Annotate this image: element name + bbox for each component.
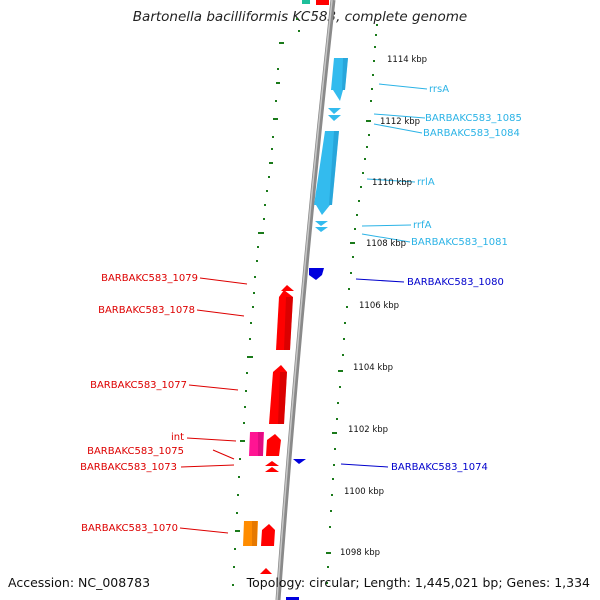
gene-label: BARBAKC583_1075 <box>87 446 184 457</box>
gene-rrfA <box>315 221 328 226</box>
rna-shading <box>329 58 348 205</box>
gene-label: BARBAKC583_1070 <box>81 523 178 534</box>
gene-top-red <box>316 0 329 5</box>
forward-cds <box>260 285 294 574</box>
gene-label: int <box>171 432 184 443</box>
gene-label: BARBAKC583_1081 <box>411 237 508 248</box>
leader-lines-right <box>340 83 428 468</box>
gene-label: rrsA <box>429 84 449 95</box>
gene-labels-right: rrsA BARBAKC583_1085 BARBAKC583_1084 rrlA rr… <box>391 84 522 473</box>
leader-lines-left <box>179 277 248 534</box>
gene-labels-left: BARBAKC583_1079 BARBAKC583_1078 BARBAKC583… <box>80 273 198 534</box>
gc-track-left <box>232 18 300 586</box>
tick-label: 1112 kbp <box>380 117 420 127</box>
gene-barbakc583-1077 <box>269 365 287 424</box>
gene-barbakc583-1081 <box>315 227 328 232</box>
accession-text: Accession: NC_008783 <box>8 575 151 590</box>
gene-label: BARBAKC583_1074 <box>391 462 488 473</box>
gene-top-teal <box>302 0 310 4</box>
tick-label: 1098 kbp <box>340 548 380 558</box>
gene-int <box>249 432 264 456</box>
gene-label: BARBAKC583_1085 <box>425 113 522 124</box>
gene-barbakc583-1075 <box>266 434 281 456</box>
gene-barbakc583-1085 <box>328 108 341 114</box>
gene-rrlA <box>314 131 339 215</box>
map-title: Bartonella bacilliformis KC583, complete… <box>132 9 468 25</box>
gene-label: BARBAKC583_1084 <box>423 128 520 139</box>
gene-label: BARBAKC583_1073 <box>80 462 177 473</box>
gene-barbakc583-1073a <box>265 461 279 466</box>
genome-backbone <box>275 0 336 600</box>
genome-backbone-highlight <box>276 0 333 600</box>
tick-label: 1102 kbp <box>348 425 388 435</box>
gene-bottom-red <box>260 568 272 574</box>
tick-label: 1106 kbp <box>359 301 399 311</box>
gene-orange <box>243 521 258 546</box>
gene-label: BARBAKC583_1079 <box>101 273 198 284</box>
gene-barbakc583-1074 <box>293 459 306 464</box>
gene-barbakc583-1078 <box>276 290 293 350</box>
gene-label: BARBAKC583_1080 <box>407 277 504 288</box>
tick-label: 1104 kbp <box>353 363 393 373</box>
tick-label: 1114 kbp <box>387 55 427 65</box>
gene-orange-shade <box>252 521 257 546</box>
gene-rrsA <box>331 58 348 101</box>
gene-barbakc583-1079 <box>281 285 294 291</box>
genome-summary-text: Topology: circular; Length: 1,445,021 bp… <box>246 575 590 590</box>
gene-barbakc583-1084 <box>328 115 341 121</box>
gene-label: BARBAKC583_1077 <box>90 380 187 391</box>
gene-label: rrfA <box>413 220 432 231</box>
gene-barbakc583-1080 <box>309 268 324 280</box>
gene-bottom-blue <box>286 597 299 600</box>
gene-label: rrlA <box>417 177 435 188</box>
tick-label: 1108 kbp <box>366 239 406 249</box>
kbp-tick-labels: 1114 kbp 1112 kbp 1110 kbp 1108 kbp 1106 kbp… <box>340 55 427 558</box>
tick-label: 1110 kbp <box>372 178 412 188</box>
gene-barbakc583-1073b <box>265 467 279 472</box>
gene-barbakc583-1070 <box>261 524 275 546</box>
gc-track-right <box>326 24 378 584</box>
gene-label: BARBAKC583_1078 <box>98 305 195 316</box>
forward-cds-shading <box>278 297 293 424</box>
rna-genes <box>314 58 348 232</box>
gene-int-shade <box>258 432 263 456</box>
tick-label: 1100 kbp <box>344 487 384 497</box>
